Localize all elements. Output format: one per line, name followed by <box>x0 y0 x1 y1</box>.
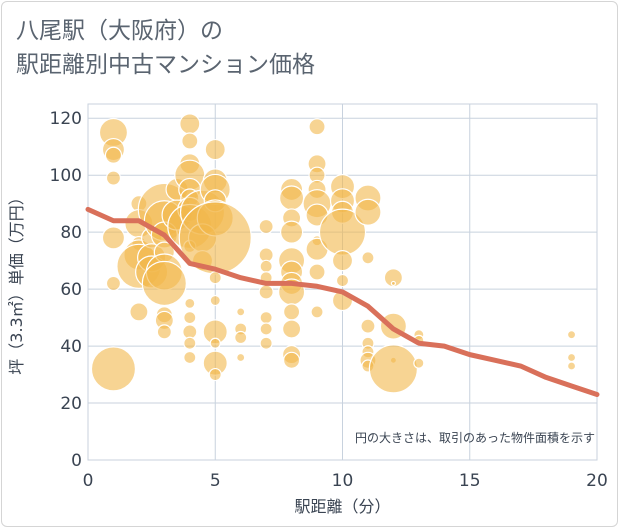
data-bubble <box>283 351 301 369</box>
data-bubble <box>129 302 149 322</box>
data-bubble <box>156 324 172 340</box>
data-bubble <box>310 305 324 319</box>
y-tick-label: 0 <box>71 451 82 471</box>
data-bubble <box>236 352 246 363</box>
data-bubble <box>236 307 246 317</box>
data-bubble <box>283 303 301 321</box>
data-bubble <box>204 138 226 161</box>
data-bubble <box>184 297 196 309</box>
data-bubble <box>413 357 425 369</box>
data-bubble <box>259 311 273 325</box>
data-bubble <box>259 336 273 350</box>
tick-labels: 0 5 10 15 20 0 20 40 60 80 100 120 <box>50 109 608 491</box>
data-bubble <box>259 259 273 273</box>
data-bubble <box>183 311 197 325</box>
data-bubble <box>383 268 403 288</box>
y-tick-label: 100 <box>50 166 82 186</box>
data-bubble <box>282 319 302 339</box>
x-axis-label: 駅距離（分） <box>294 497 390 516</box>
data-bubble <box>258 218 274 235</box>
x-tick-label: 20 <box>586 471 608 491</box>
data-bubble <box>566 330 577 340</box>
data-bubble <box>105 275 122 292</box>
data-bubble <box>308 118 326 136</box>
data-bubble <box>361 251 375 265</box>
trend-line-group <box>85 206 600 397</box>
data-bubble <box>234 330 248 345</box>
y-tick-label: 20 <box>60 394 82 414</box>
data-bubble <box>308 263 326 281</box>
data-bubble <box>566 361 577 371</box>
data-bubble <box>566 352 577 363</box>
x-tick-label: 5 <box>210 471 221 491</box>
data-bubble <box>259 322 273 336</box>
x-tick-label: 10 <box>332 471 354 491</box>
data-bubble <box>208 271 222 285</box>
chart-title: 八尾駅（大阪府）の 駅距離別中古マンション価格 <box>16 18 315 78</box>
data-bubble <box>280 220 304 244</box>
data-bubble <box>104 146 123 164</box>
data-bubble <box>179 113 201 135</box>
data-bubble <box>183 350 197 365</box>
data-bubble <box>258 284 274 300</box>
data-bubble <box>360 318 376 334</box>
bubble-series <box>90 113 577 394</box>
data-bubble <box>181 132 199 150</box>
y-axis-label: 坪（3.3㎡）単価（万円） <box>7 189 26 374</box>
data-bubble <box>209 337 221 349</box>
data-bubble <box>390 280 396 287</box>
x-tick-label: 0 <box>83 471 94 491</box>
y-tick-label: 40 <box>60 337 82 357</box>
data-bubble <box>279 185 305 211</box>
data-bubble <box>368 344 418 394</box>
data-bubble <box>105 170 122 186</box>
trend-line <box>85 206 600 397</box>
data-bubble <box>331 250 354 272</box>
data-bubble <box>90 346 137 392</box>
data-bubble <box>354 198 382 226</box>
data-bubble <box>209 294 221 307</box>
x-tick-label: 15 <box>459 471 481 491</box>
data-bubble <box>183 336 197 350</box>
y-tick-label: 120 <box>50 109 82 129</box>
data-bubble <box>141 260 187 307</box>
y-tick-label: 60 <box>60 280 82 300</box>
y-tick-label: 80 <box>60 223 82 243</box>
data-bubble <box>208 367 222 382</box>
grid-lines <box>87 103 598 461</box>
data-bubble <box>101 226 126 250</box>
data-bubble <box>335 273 350 288</box>
size-note: 円の大きさは、取引のあった物件面積を示す <box>355 430 595 445</box>
